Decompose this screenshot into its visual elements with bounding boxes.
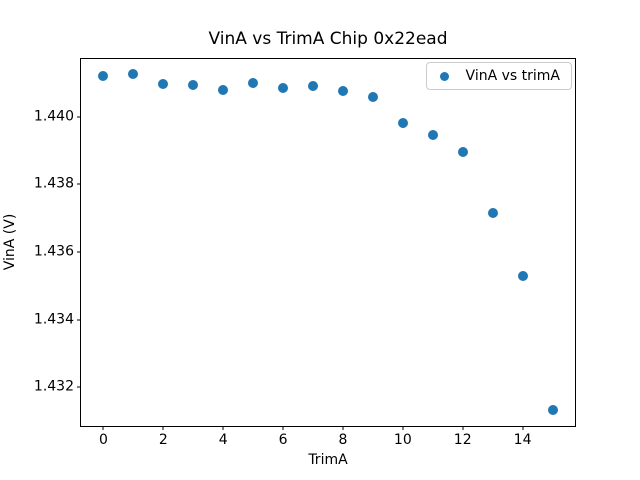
- data-point: [248, 77, 259, 88]
- plot-area: 0 2 4 6 8 10 12 14 1.432 1.434 1.436 1.438 1.440 Vin…: [34, 58, 576, 448]
- x-tick-label: 12: [453, 432, 472, 448]
- y-tick-mark: [77, 386, 81, 388]
- y-tick-label: 1.438: [33, 176, 74, 193]
- y-axis-label: VinA (V): [2, 213, 18, 271]
- data-point: [158, 79, 169, 89]
- x-tick-mark: [282, 426, 284, 430]
- x-tick-mark: [222, 426, 224, 430]
- data-point: [188, 79, 199, 90]
- x-tick-label: 14: [513, 432, 532, 448]
- data-point: [547, 404, 558, 415]
- data-point: [337, 86, 348, 97]
- data-point: [308, 81, 319, 92]
- x-tick-label: 2: [158, 432, 168, 448]
- x-tick-mark: [162, 426, 164, 430]
- y-tick-mark: [77, 251, 81, 253]
- legend: VinA vs trimA: [425, 62, 572, 90]
- y-tick-label: 1.440: [33, 108, 74, 125]
- y-tick-label: 1.432: [33, 378, 74, 395]
- data-point: [367, 92, 378, 103]
- x-tick-mark: [402, 426, 404, 430]
- points-layer: [81, 59, 575, 426]
- ticks-layer: 0 2 4 6 8 10 12 14 1.432 1.434 1.436 1.438 1.440: [34, 59, 575, 448]
- x-tick-label: 0: [98, 432, 108, 448]
- y-tick-label: 1.434: [33, 311, 74, 328]
- data-point: [427, 130, 438, 141]
- x-tick-mark: [342, 426, 344, 430]
- x-tick-label: 10: [393, 432, 412, 448]
- data-point: [98, 71, 109, 82]
- y-tick-mark: [77, 319, 81, 321]
- x-tick-label: 4: [218, 432, 228, 448]
- data-point: [278, 83, 289, 94]
- chart-title: VinA vs TrimA Chip 0x22ead: [208, 29, 448, 49]
- x-tick-mark: [522, 426, 524, 430]
- data-point: [218, 85, 229, 96]
- x-tick-mark: [462, 426, 464, 430]
- data-point: [397, 118, 408, 129]
- x-tick-mark: [102, 426, 104, 430]
- x-axis-label: TrimA: [308, 452, 348, 468]
- data-point: [457, 146, 468, 157]
- y-tick-mark: [77, 183, 81, 185]
- data-point: [128, 69, 139, 80]
- y-tick-mark: [77, 116, 81, 118]
- data-point: [487, 208, 498, 219]
- data-point: [517, 270, 528, 281]
- y-tick-label: 1.436: [33, 243, 74, 260]
- legend-label: VinA vs trimA: [465, 68, 560, 84]
- scatter-marker-icon: [439, 71, 449, 81]
- x-tick-label: 6: [278, 432, 288, 448]
- x-tick-label: 8: [338, 432, 348, 448]
